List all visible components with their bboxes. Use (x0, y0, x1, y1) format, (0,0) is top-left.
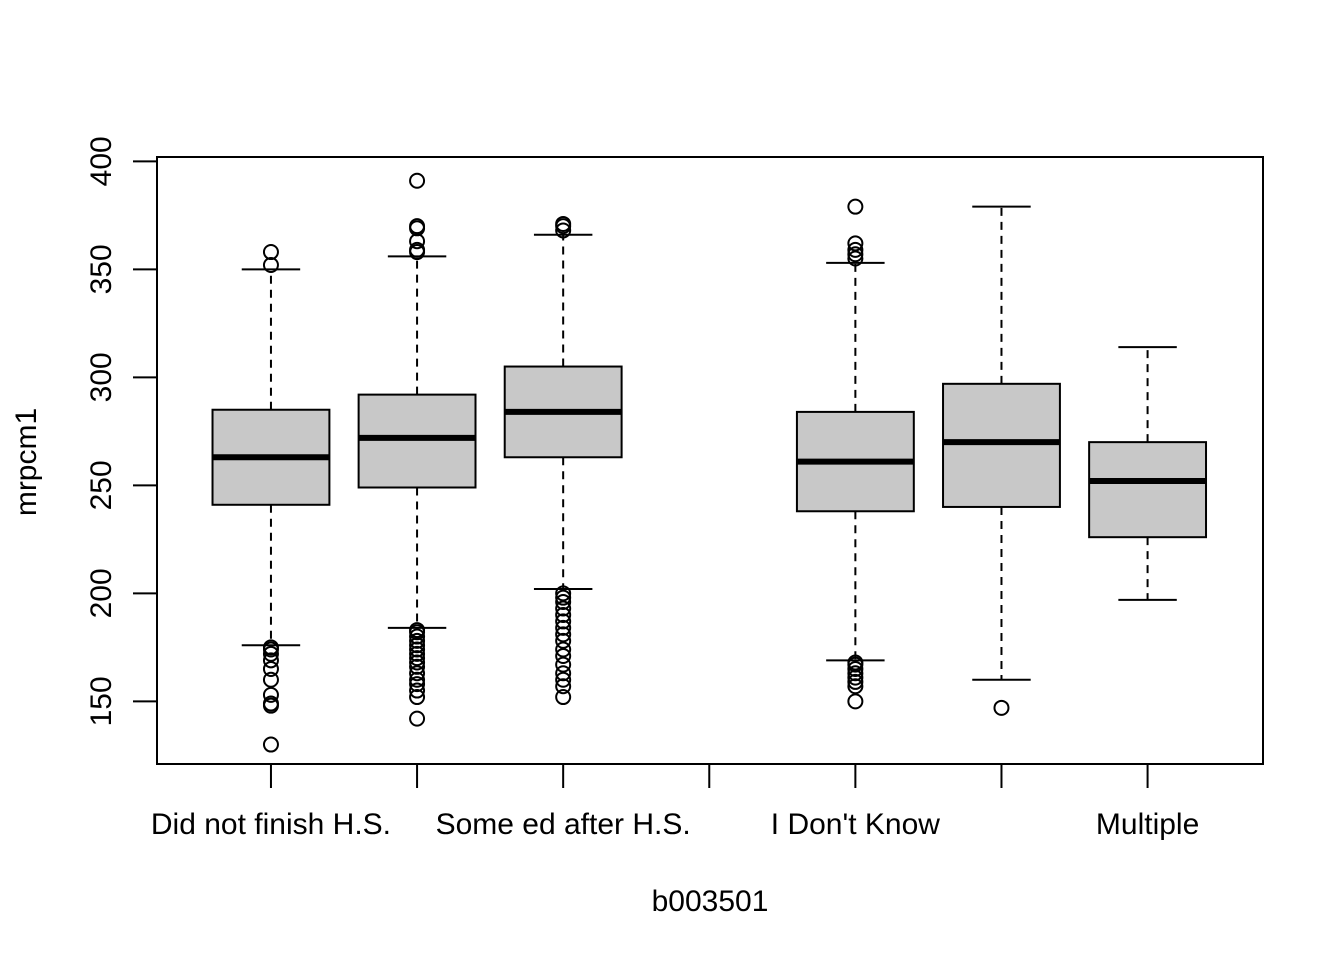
outlier-point (409, 632, 426, 649)
y-tick-label: 350 (85, 244, 118, 294)
y-tick-label: 250 (85, 460, 118, 510)
outlier-point (847, 669, 864, 686)
outlier-point (262, 244, 279, 261)
outlier-point (262, 639, 279, 656)
outlier-point (847, 235, 864, 252)
outlier-point (847, 678, 864, 695)
outlier-point (409, 645, 426, 662)
outlier-point (555, 665, 572, 682)
outlier-point (262, 652, 279, 669)
outlier-point (555, 626, 572, 643)
outlier-point (555, 593, 572, 610)
outlier-point (409, 689, 426, 706)
outlier-point (409, 654, 426, 671)
outlier-point (847, 673, 864, 690)
outlier-point (847, 665, 864, 682)
y-tick-label: 400 (85, 136, 118, 186)
outlier-point (555, 589, 572, 606)
x-tick-label: I Don't Know (771, 808, 940, 841)
box-iqr (357, 393, 477, 489)
outlier-point (262, 736, 279, 753)
outlier-point (409, 233, 426, 250)
outlier-point (555, 619, 572, 636)
outlier-point (409, 650, 426, 667)
outlier-point (409, 658, 426, 675)
outlier-point (262, 671, 279, 688)
outlier-point (409, 710, 426, 727)
outlier-point (409, 218, 426, 235)
outlier-point (409, 628, 426, 645)
outlier-point (555, 647, 572, 664)
outlier-point (847, 241, 864, 258)
outlier-point (262, 257, 279, 274)
outlier-point (555, 222, 572, 239)
box-group (942, 205, 1061, 716)
box-iqr (942, 382, 1061, 508)
box-group (795, 198, 915, 710)
outlier-point (847, 654, 864, 671)
outlier-point (555, 585, 572, 602)
outlier-point (847, 246, 864, 263)
outlier-point (555, 689, 572, 706)
outlier-point (555, 641, 572, 658)
outlier-point (409, 682, 426, 699)
outlier-point (409, 671, 426, 688)
x-tick-label: Multiple (1096, 808, 1199, 841)
box-group (503, 215, 623, 706)
outlier-point (847, 198, 864, 215)
x-axis: Did not finish H.S. Some ed after H.S. I D… (151, 763, 1199, 841)
box-group (1088, 346, 1208, 601)
y-tick-label: 200 (85, 568, 118, 618)
outlier-point (555, 678, 572, 695)
outlier-point (409, 172, 426, 189)
outlier-point (847, 693, 864, 710)
x-tick-label: Did not finish H.S. (151, 808, 391, 841)
outlier-point (555, 656, 572, 673)
x-axis-title: b003501 (652, 885, 769, 918)
outlier-point (555, 600, 572, 617)
outlier-point (993, 699, 1010, 716)
y-axis: 150 200 250 300 350 400 (85, 136, 158, 726)
box-group (357, 172, 477, 727)
outlier-point (262, 645, 279, 662)
outlier-point (409, 241, 426, 258)
outlier-point (555, 613, 572, 630)
box-group (211, 244, 331, 753)
outlier-point (409, 622, 426, 639)
y-tick-label: 300 (85, 352, 118, 402)
boxes-layer (211, 172, 1208, 753)
outlier-point (847, 250, 864, 267)
outlier-point (555, 671, 572, 688)
outlier-point (262, 686, 279, 703)
outlier-point (555, 215, 572, 232)
outlier-point (555, 632, 572, 649)
outlier-point (847, 660, 864, 677)
box-iqr (1088, 441, 1208, 539)
outlier-point (262, 695, 279, 712)
outlier-point (409, 676, 426, 693)
outlier-point (555, 606, 572, 623)
outlier-point (409, 665, 426, 682)
outlier-point (409, 637, 426, 654)
y-axis-title: mrpcm1 (10, 408, 43, 516)
y-tick-label: 150 (85, 676, 118, 726)
x-tick-label: Some ed after H.S. (436, 808, 691, 841)
outlier-point (409, 641, 426, 658)
outlier-point (262, 660, 279, 677)
